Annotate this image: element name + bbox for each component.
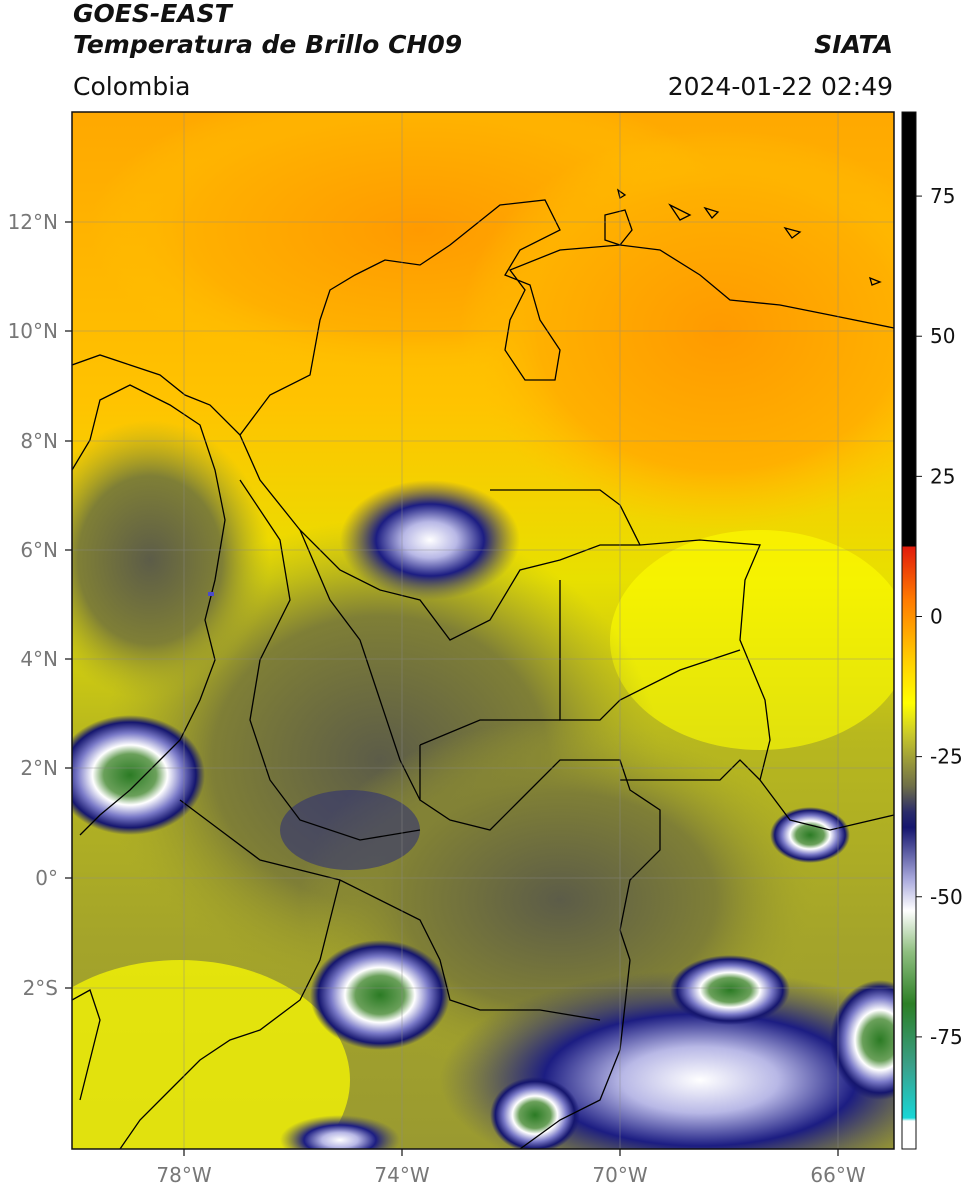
colorbar-tick-label: 50 <box>930 324 955 348</box>
colorbar-tick-label: -50 <box>930 885 963 909</box>
colorbar-tick-label: 25 <box>930 464 955 488</box>
lat-label-8n: 8°N <box>20 429 58 453</box>
colorbar-tick-label: -75 <box>930 1025 963 1049</box>
agency-label: SIATA <box>814 30 893 59</box>
colorbar-tick-label: 75 <box>930 184 955 208</box>
product-title: Temperatura de Brillo CH09 <box>73 30 463 59</box>
colorbar: 75 50 25 0 -25 -50 -75 <box>901 111 963 1150</box>
colorbar-tick-label: -25 <box>930 745 963 769</box>
lat-label-2s: 2°S <box>23 976 58 1000</box>
brightness-temperature-field <box>72 112 894 1149</box>
region-label: Colombia <box>73 72 191 101</box>
map-frame <box>71 111 895 1150</box>
lon-label-78w: 78°W <box>156 1163 211 1187</box>
lat-label-4n: 4°N <box>20 647 58 671</box>
colorbar-labels: 75 50 25 0 -25 -50 -75 <box>930 184 963 1049</box>
lat-label-0: 0° <box>35 866 58 890</box>
datetime-label: 2024-01-22 02:49 <box>667 72 893 101</box>
lon-label-74w: 74°W <box>374 1163 429 1187</box>
lon-label-70w: 70°W <box>592 1163 647 1187</box>
lat-label-10n: 10°N <box>8 319 58 343</box>
lon-label-66w: 66°W <box>810 1163 865 1187</box>
lat-label-6n: 6°N <box>20 538 58 562</box>
lat-label-2n: 2°N <box>20 756 58 780</box>
axis-ticks <box>65 221 839 1156</box>
colorbar-tick-label: 0 <box>930 604 943 628</box>
colorbar-ticks <box>916 195 922 1038</box>
graticule <box>72 112 894 1149</box>
satellite-title: GOES-EAST <box>73 0 232 28</box>
lat-label-12n: 12°N <box>8 210 58 234</box>
